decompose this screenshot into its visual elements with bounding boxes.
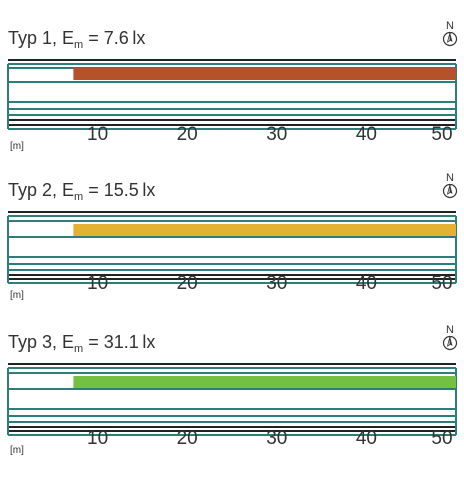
axis-unit: [m] bbox=[10, 290, 24, 301]
tick-label: 50 bbox=[431, 428, 453, 449]
title-sub: m bbox=[74, 191, 84, 203]
title-suffix: = 7.6 lx bbox=[83, 28, 146, 48]
illuminance-bar bbox=[73, 224, 457, 236]
axis-unit: [m] bbox=[10, 141, 24, 152]
title-suffix: = 15.5 lx bbox=[83, 180, 156, 200]
axis-unit: [m] bbox=[10, 445, 24, 456]
panel-typ-1: Typ 1, Em = 7.6 lx N [m] 10 20 30 40 50 bbox=[0, 20, 464, 178]
panel-title: Typ 2, Em = 15.5 lx bbox=[8, 180, 155, 207]
illuminance-bar bbox=[73, 68, 457, 80]
panel-typ-3: Typ 3, Em = 31.1 lx N [m] 10 20 30 40 50 bbox=[0, 324, 464, 482]
compass-label: N bbox=[446, 324, 454, 336]
road-lines bbox=[7, 211, 457, 284]
illuminance-bar bbox=[73, 376, 457, 388]
title-sub: m bbox=[74, 343, 84, 355]
panel-typ-2: Typ 2, Em = 15.5 lx N [m] 10 20 30 40 50 bbox=[0, 172, 464, 330]
tick-label: 50 bbox=[431, 273, 453, 294]
tick-label: 30 bbox=[266, 428, 288, 449]
road-strip bbox=[7, 211, 457, 284]
tick-label: 10 bbox=[87, 124, 109, 145]
tick-label: 10 bbox=[87, 428, 109, 449]
tick-label: 30 bbox=[266, 273, 288, 294]
title-suffix: = 31.1 lx bbox=[83, 332, 156, 352]
title-prefix: Typ 1, E bbox=[8, 28, 75, 48]
north-arrow-icon: N bbox=[442, 324, 458, 351]
road-lines bbox=[7, 363, 457, 436]
north-arrow-icon: N bbox=[442, 20, 458, 47]
tick-label: 20 bbox=[176, 428, 198, 449]
tick-label: 50 bbox=[431, 124, 453, 145]
tick-label: 20 bbox=[176, 124, 198, 145]
tick-label: 40 bbox=[355, 273, 377, 294]
road-strip bbox=[7, 59, 457, 130]
compass-label: N bbox=[446, 20, 454, 32]
tick-label: 30 bbox=[266, 124, 288, 145]
north-arrow-icon: N bbox=[442, 172, 458, 199]
title-prefix: Typ 3, E bbox=[8, 332, 75, 352]
tick-label: 40 bbox=[355, 124, 377, 145]
panel-title: Typ 3, Em = 31.1 lx bbox=[8, 332, 155, 359]
tick-label: 20 bbox=[176, 273, 198, 294]
title-prefix: Typ 2, E bbox=[8, 180, 75, 200]
tick-label: 10 bbox=[87, 273, 109, 294]
road-strip bbox=[7, 363, 457, 436]
tick-label: 40 bbox=[355, 428, 377, 449]
compass-label: N bbox=[446, 172, 454, 184]
panel-title: Typ 1, Em = 7.6 lx bbox=[8, 28, 145, 55]
title-sub: m bbox=[74, 39, 84, 51]
